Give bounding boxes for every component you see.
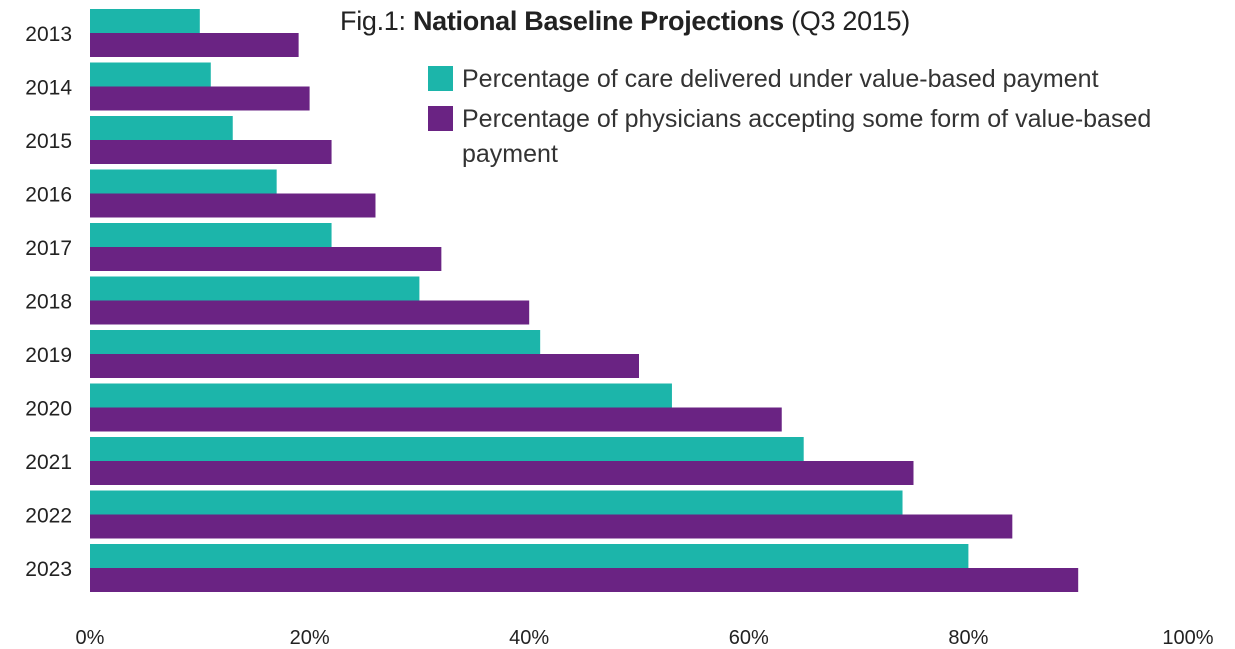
legend-swatch-physicians — [428, 106, 453, 131]
title-prefix: Fig.1: — [340, 6, 406, 36]
x-tick-label: 0% — [76, 627, 105, 649]
bar-care-2015 — [90, 116, 233, 140]
y-tick-label: 2014 — [25, 77, 72, 100]
bar-physicians-2018 — [90, 300, 530, 325]
bar-care-2021 — [90, 437, 804, 461]
y-tick-label: 2022 — [25, 505, 72, 528]
legend: Percentage of care delivered under value… — [428, 62, 1218, 177]
bar-care-2019 — [90, 330, 541, 354]
y-tick-label: 2013 — [25, 23, 72, 46]
bar-care-2018 — [90, 276, 420, 301]
bar-care-2020 — [90, 383, 672, 408]
y-tick-label: 2020 — [25, 398, 72, 421]
bar-physicians-2019 — [90, 354, 639, 378]
x-tick-label: 20% — [290, 627, 330, 649]
bar-physicians-2021 — [90, 461, 914, 485]
bar-care-2013 — [90, 9, 200, 33]
bar-physicians-2017 — [90, 247, 442, 271]
x-tick-label: 60% — [729, 627, 769, 649]
y-tick-label: 2018 — [25, 291, 72, 314]
legend-label-care: Percentage of care delivered under value… — [462, 65, 1099, 93]
bar-physicians-2020 — [90, 407, 782, 432]
bar-care-2022 — [90, 490, 903, 515]
bar-care-2017 — [90, 223, 332, 247]
legend-item-physicians: Percentage of physicians accepting some … — [428, 102, 1218, 172]
y-tick-label: 2017 — [25, 237, 72, 260]
bar-care-2014 — [90, 62, 211, 87]
bar-physicians-2022 — [90, 514, 1013, 539]
x-tick-label: 80% — [948, 627, 988, 649]
y-tick-label: 2021 — [25, 451, 72, 474]
x-tick-label: 40% — [509, 627, 549, 649]
y-tick-label: 2016 — [25, 184, 72, 207]
bar-physicians-2015 — [90, 140, 332, 164]
bar-physicians-2016 — [90, 193, 376, 218]
legend-swatch-care — [428, 66, 453, 91]
y-tick-label: 2019 — [25, 344, 72, 367]
chart-title: Fig.1: National Baseline Projections (Q3… — [340, 6, 910, 37]
legend-label-physicians: Percentage of physicians accepting some … — [462, 105, 1152, 168]
x-tick-label: 100% — [1162, 627, 1213, 649]
title-suffix: (Q3 2015) — [791, 6, 910, 36]
title-main: National Baseline Projections — [412, 6, 784, 36]
bar-care-2016 — [90, 169, 277, 194]
y-tick-label: 2023 — [25, 558, 72, 581]
bar-physicians-2023 — [90, 568, 1079, 592]
legend-item-care: Percentage of care delivered under value… — [428, 62, 1218, 97]
bar-physicians-2014 — [90, 86, 310, 111]
y-tick-label: 2015 — [25, 130, 72, 153]
bar-physicians-2013 — [90, 33, 299, 57]
bar-care-2023 — [90, 544, 969, 568]
